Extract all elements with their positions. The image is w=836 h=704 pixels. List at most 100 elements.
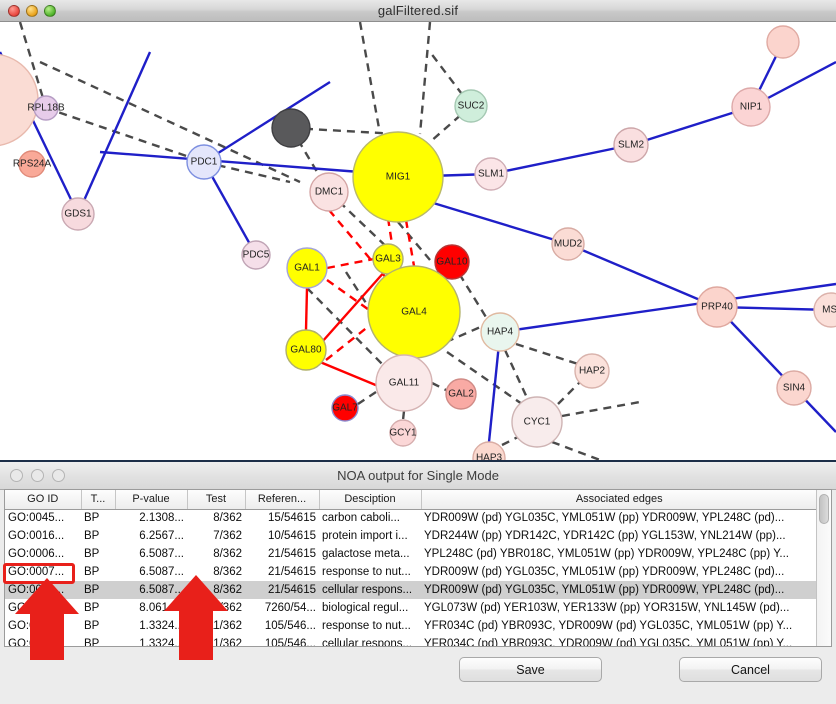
network-node-slm2[interactable] — [613, 127, 649, 163]
scrollbar-thumb[interactable] — [819, 494, 829, 524]
network-node-prp40[interactable] — [696, 286, 738, 328]
node-label-slm2: SLM2 — [618, 140, 645, 151]
cell-test: 7/362 — [213, 530, 242, 542]
node-label-mig1: MIG1 — [386, 172, 411, 183]
network-node-bigpale[interactable] — [0, 53, 39, 147]
node-label-gal10: GAL10 — [436, 257, 468, 268]
network-node-pdc5[interactable] — [241, 240, 271, 270]
cell-go-id: GO:0006... — [8, 548, 65, 560]
results-table-container[interactable]: GO ID T... P-value Test Referen... Desci… — [4, 489, 832, 647]
window-title: galFiltered.sif — [377, 3, 459, 18]
network-node-slm1[interactable] — [474, 157, 508, 191]
node-label-gal7: GAL7 — [332, 403, 358, 414]
network-node-mig1[interactable] — [352, 131, 444, 223]
node-label-gal80: GAL80 — [290, 345, 322, 356]
cell-associated-edges: YDR009W (pd) YGL035C, YML051W (pp) YDR00… — [421, 581, 817, 599]
network-node-gal2[interactable] — [445, 378, 477, 410]
cell-go-id: GO:0016... — [8, 530, 65, 542]
dialog-close-button[interactable] — [10, 469, 23, 482]
network-nodes[interactable] — [0, 25, 836, 460]
table-row[interactable]: GO:0006... BP 6.5087... 8/362 21/54615 galact… — [5, 545, 817, 563]
cell-associated-edges: YPL248C (pd) YBR018C, YML051W (pp) YDR00… — [424, 548, 790, 560]
network-graph[interactable]: RPL18B RPS24A GDS1 PDC1 PDC5 DMC1 MIG1 SUC2 SLM1… — [0, 22, 836, 460]
network-node-gal1[interactable] — [286, 247, 328, 289]
zoom-button[interactable] — [44, 4, 56, 17]
table-row[interactable]: GO:0045... BP 2.1308... 8/362 15/54615 carbon… — [5, 509, 817, 527]
close-button[interactable] — [8, 4, 20, 17]
cell-go-id: GO:0045... — [8, 512, 65, 525]
network-node-gal11[interactable] — [375, 354, 433, 412]
network-node-nip1[interactable] — [731, 87, 771, 127]
node-label-rpl18b: RPL18B — [27, 103, 65, 114]
column-header-reference[interactable]: Referen... — [245, 490, 320, 510]
results-table[interactable]: GO ID T... P-value Test Referen... Desci… — [5, 490, 817, 647]
table-row[interactable]: GO:0031... BP 6.5087... 8/362 21/54615 cellul… — [5, 581, 817, 599]
node-label-hap2: HAP2 — [579, 366, 606, 377]
table-body[interactable]: GO:0045... BP 2.1308... 8/362 15/54615 carbon… — [5, 509, 817, 647]
node-label-gal1: GAL1 — [294, 263, 320, 274]
network-node-gal7[interactable] — [331, 394, 359, 422]
table-row[interactable]: GO:0031... BP 1.3324... 11/362 105/546... cel… — [5, 635, 817, 647]
cell-description: protein import i... — [322, 530, 408, 542]
network-node-rpl18b[interactable] — [33, 95, 59, 121]
cell-p-value: 1.3324... — [139, 638, 184, 647]
node-label-rps24a: RPS24A — [13, 159, 52, 170]
cell-type: BP — [84, 638, 100, 647]
network-node-msi[interactable] — [813, 292, 836, 328]
cell-go-id: GO:0031... — [8, 620, 65, 632]
network-node-topright[interactable] — [766, 25, 800, 59]
column-header-go-id[interactable]: GO ID — [5, 490, 82, 510]
cell-type: BP — [81, 581, 115, 599]
cell-reference: 7260/54... — [264, 602, 316, 614]
cell-go-id: GO:0031... — [5, 581, 81, 599]
network-node-dmc1[interactable] — [309, 172, 349, 212]
table-row[interactable]: GO:0007... BP 6.5087... 8/362 21/54615 respon… — [5, 563, 817, 581]
network-node-gal80[interactable] — [285, 329, 327, 371]
column-header-description[interactable]: Desciption — [319, 490, 422, 510]
column-header-associated-edges[interactable]: Associated edges — [421, 490, 817, 510]
cell-type: BP — [84, 566, 100, 578]
network-node-sin4[interactable] — [776, 370, 812, 406]
table-row[interactable]: GO:0031... BP 1.3324... 11/362 105/546... res… — [5, 617, 817, 635]
network-node-suc2[interactable] — [454, 89, 488, 123]
cell-reference: 105/546... — [264, 638, 316, 647]
node-label-pdc1: PDC1 — [191, 157, 218, 168]
column-header-type[interactable]: T... — [81, 490, 116, 510]
column-header-p-value[interactable]: P-value — [115, 490, 188, 510]
network-node-hap3[interactable] — [472, 441, 506, 460]
cell-p-value: 6.2567... — [139, 530, 184, 542]
cell-associated-edges: YDR009W (pd) YGL035C, YML051W (pp) YDR00… — [424, 566, 785, 578]
cell-reference: 15/54615 — [268, 512, 316, 525]
save-button[interactable]: Save — [459, 657, 602, 682]
cell-p-value: 6.5087... — [139, 566, 184, 578]
cell-p-value: 2.1308... — [139, 512, 184, 525]
window-titlebar: galFiltered.sif — [0, 0, 836, 22]
network-node-gcy1[interactable] — [389, 419, 417, 447]
network-node-mud2[interactable] — [551, 227, 585, 261]
network-node-gds1[interactable] — [61, 197, 95, 231]
node-label-hap4: HAP4 — [487, 327, 514, 338]
minimize-button[interactable] — [26, 4, 38, 17]
cell-description: galactose meta... — [322, 548, 410, 560]
network-node-cyc1[interactable] — [511, 396, 563, 448]
table-row[interactable]: GO:0065... BP 8.0614... 94/362 7260/54... bio… — [5, 599, 817, 617]
network-node-pdc1[interactable] — [186, 144, 222, 180]
network-node-gray[interactable] — [271, 108, 311, 148]
network-node-rps24a[interactable] — [18, 150, 46, 178]
cell-description: cellular respons... — [322, 638, 413, 647]
network-node-gal10[interactable] — [434, 244, 470, 280]
table-vertical-scrollbar[interactable] — [816, 490, 831, 646]
dialog-minimize-button[interactable] — [31, 469, 44, 482]
cell-go-id: GO:0031... — [8, 638, 65, 647]
cell-test: 8/362 — [213, 512, 242, 525]
dialog-zoom-button[interactable] — [52, 469, 65, 482]
table-row[interactable]: GO:0016... BP 6.2567... 7/362 10/54615 protei… — [5, 527, 817, 545]
network-node-hap2[interactable] — [574, 353, 610, 389]
column-header-test[interactable]: Test — [187, 490, 246, 510]
network-canvas[interactable]: RPL18B RPS24A GDS1 PDC1 PDC5 DMC1 MIG1 SUC2 SLM1… — [0, 22, 836, 460]
node-label-msi: MSI — [822, 305, 836, 316]
cancel-button[interactable]: Cancel — [679, 657, 822, 682]
dialog-title: NOA output for Single Mode — [337, 468, 499, 483]
network-node-hap4[interactable] — [480, 312, 520, 352]
